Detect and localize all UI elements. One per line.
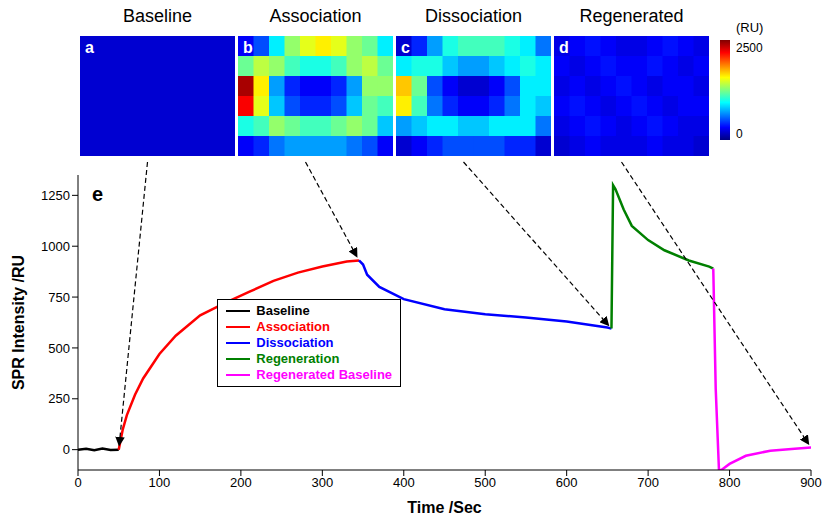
html-text:Dissociation: Dissociation [425,6,522,26]
svg-text:2500: 2500 [736,41,763,55]
svg-text:400: 400 [393,475,415,490]
svg-text:300: 300 [311,475,333,490]
svg-text:1000: 1000 [41,239,70,254]
html-text:Regenerated Baseline: Regenerated Baseline [256,367,393,383]
svg-text:500: 500 [474,475,496,490]
svg-text:SPR Intensity /RU: SPR Intensity /RU [10,255,27,390]
svg-text:0: 0 [63,442,70,457]
svg-text:Time /Sec: Time /Sec [407,499,482,516]
svg-text:750: 750 [48,290,70,305]
svg-text:500: 500 [48,341,70,356]
html-text:Baseline: Baseline [256,303,310,319]
html-text:Association: Association [256,319,330,335]
svg-text:900: 900 [800,475,822,490]
html-text:Association: Association [269,6,362,26]
svg-text:0: 0 [74,475,81,490]
html-text:e: e [92,183,104,205]
svg-text:200: 200 [230,475,252,490]
svg-text:b: b [243,39,253,56]
svg-text:1250: 1250 [41,188,70,203]
svg-text:a: a [85,39,94,56]
svg-text:d: d [559,39,569,56]
svg-text:(RU): (RU) [736,20,763,35]
svg-text:100: 100 [149,475,171,490]
svg-text:700: 700 [637,475,659,490]
svg-text:800: 800 [719,475,741,490]
html-text:Baseline: Baseline [123,6,192,26]
svg-text:600: 600 [556,475,578,490]
html-text:Dissociation: Dissociation [256,335,334,351]
html-text:Regenerated: Regenerated [579,6,684,26]
html-text:Regeneration: Regeneration [256,351,340,367]
svg-text:250: 250 [48,391,70,406]
svg-text:c: c [401,39,410,56]
svg-text:0: 0 [736,127,743,141]
